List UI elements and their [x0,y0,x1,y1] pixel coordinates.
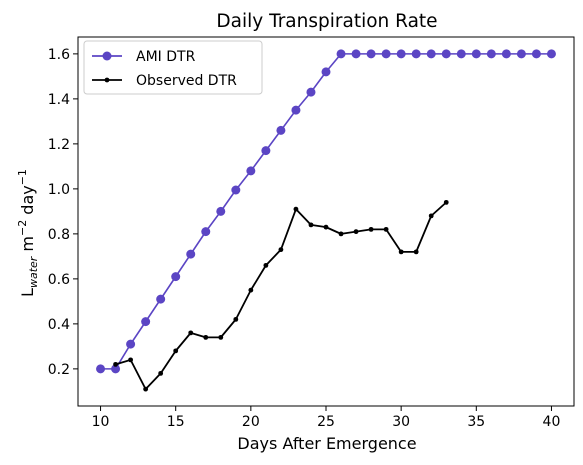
data-point [428,213,434,219]
data-point [248,287,254,293]
data-point [261,146,271,156]
legend-label: AMI DTR [136,49,196,65]
data-point [381,49,391,59]
data-point [456,49,466,59]
x-tick-label: 40 [543,414,561,430]
series-layer [96,49,556,392]
y-tick-label: 1.2 [48,137,70,153]
x-tick-label: 20 [242,414,260,430]
data-point [156,294,166,304]
series-observed-dtr [113,199,449,392]
data-point [141,317,151,327]
y-tick-label: 1.4 [48,92,70,108]
data-point [263,262,269,268]
data-point [96,364,106,374]
x-axis-label: Days After Emergence [237,434,416,453]
data-point [128,357,134,363]
chart-title: Daily Transpiration Rate [216,11,437,32]
y-label-base: L [18,288,37,297]
y-tick-label: 0.2 [48,362,70,378]
data-point [308,222,314,228]
data-point [531,49,541,59]
data-point [143,386,149,392]
data-point [291,105,301,115]
series-line [100,53,552,370]
series-ami-dtr [96,49,556,374]
x-tick-label: 30 [392,414,410,430]
data-point [441,49,451,59]
data-point [443,199,449,205]
data-point [113,361,118,367]
data-point [231,185,241,195]
data-point [321,67,331,77]
data-point [246,166,256,176]
y-axis-label: Lwater m−2 day−1 [16,169,40,297]
legend: AMI DTR Observed DTR [83,40,263,95]
data-point [188,330,194,336]
data-point [276,125,286,135]
data-point [366,49,376,59]
data-point [413,249,419,255]
legend-marker [102,51,112,61]
y-tick-label: 0.4 [48,317,70,333]
data-point [201,227,211,237]
data-point [278,247,284,253]
data-point [546,49,556,59]
data-point [396,49,406,59]
x-axis-ticks: 10 15 20 25 30 35 40 [92,406,561,430]
data-point [216,206,226,216]
legend-box [83,40,263,95]
y-label-subscript: water [27,255,40,288]
y-label-mid: m [18,236,37,257]
data-point [426,49,436,59]
series-line [115,201,447,391]
x-tick-label: 15 [167,414,185,430]
y-axis-ticks: 0.2 0.4 0.6 0.8 1.0 1.2 1.4 1.6 [48,47,78,378]
y-tick-label: 1.0 [48,182,70,198]
data-point [293,206,299,212]
data-point [173,348,179,354]
y-label-mid2: day [18,185,37,220]
data-point [203,334,209,340]
x-tick-label: 25 [317,414,335,430]
y-label-sup2: −1 [16,169,29,185]
data-point [218,334,224,340]
data-point [398,249,404,255]
data-point [336,49,346,59]
data-point [306,87,316,97]
data-point [351,49,361,59]
data-point [368,226,374,232]
data-point [353,229,359,235]
legend-label: Observed DTR [136,73,237,89]
data-point [186,249,196,259]
data-point [501,49,511,59]
data-point [471,49,481,59]
data-point [486,49,496,59]
y-tick-label: 1.6 [48,47,70,63]
data-point [516,49,526,59]
x-tick-label: 10 [92,414,110,430]
data-point [411,49,421,59]
data-point [158,370,164,376]
plot-area: 10 15 20 25 30 35 40 0.2 0.4 0.6 0.8 1.0 1.2 1.4 1.6 [48,36,575,430]
data-point [126,339,136,349]
data-point [383,226,389,232]
data-point [338,231,344,237]
data-point [233,316,239,322]
y-label-sup1: −2 [16,220,29,236]
data-point [323,224,329,230]
data-point [111,364,121,374]
data-point [171,272,181,282]
y-tick-label: 0.6 [48,272,70,288]
x-tick-label: 35 [467,414,485,430]
y-tick-label: 0.8 [48,227,70,243]
legend-marker [104,77,110,83]
